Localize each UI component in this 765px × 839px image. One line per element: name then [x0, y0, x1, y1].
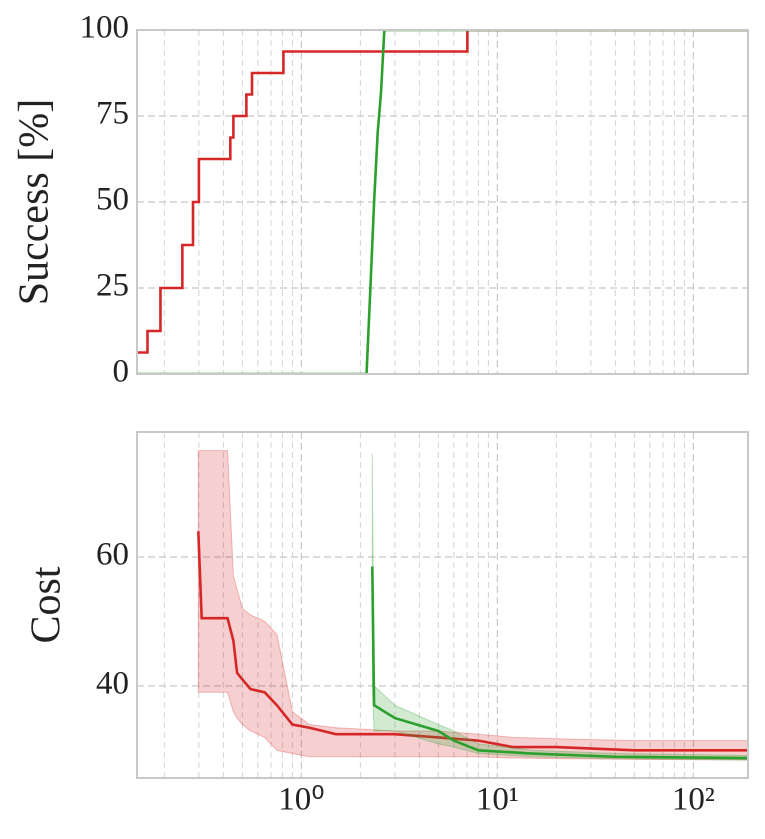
plot-area [197, 450, 748, 761]
y-tick-label: 0 [113, 354, 130, 390]
plot-frame [136, 29, 749, 375]
plot-area [137, 30, 748, 374]
y-tick-label: 40 [96, 665, 129, 701]
x-tick-label: 10¹ [476, 782, 519, 818]
confidence-band [371, 453, 748, 761]
confidence-band [197, 450, 748, 761]
series-line [137, 30, 748, 354]
subplot [136, 431, 749, 779]
series-line [370, 566, 748, 760]
x-tick-label: 10² [672, 782, 715, 818]
y-tick-label: 25 [96, 268, 129, 304]
y-axis-label: Success [%] [12, 99, 58, 305]
y-tick-label: 75 [96, 96, 129, 132]
subplot [136, 29, 749, 375]
y-tick-label: 50 [96, 182, 129, 218]
y-axis-label: Cost [24, 566, 70, 643]
y-tick-label: 100 [80, 10, 130, 46]
series-line [137, 30, 748, 374]
x-tick-label: 10⁰ [278, 782, 324, 818]
series-line [197, 531, 748, 752]
y-tick-label: 60 [96, 537, 129, 573]
plot-frame [136, 431, 749, 779]
